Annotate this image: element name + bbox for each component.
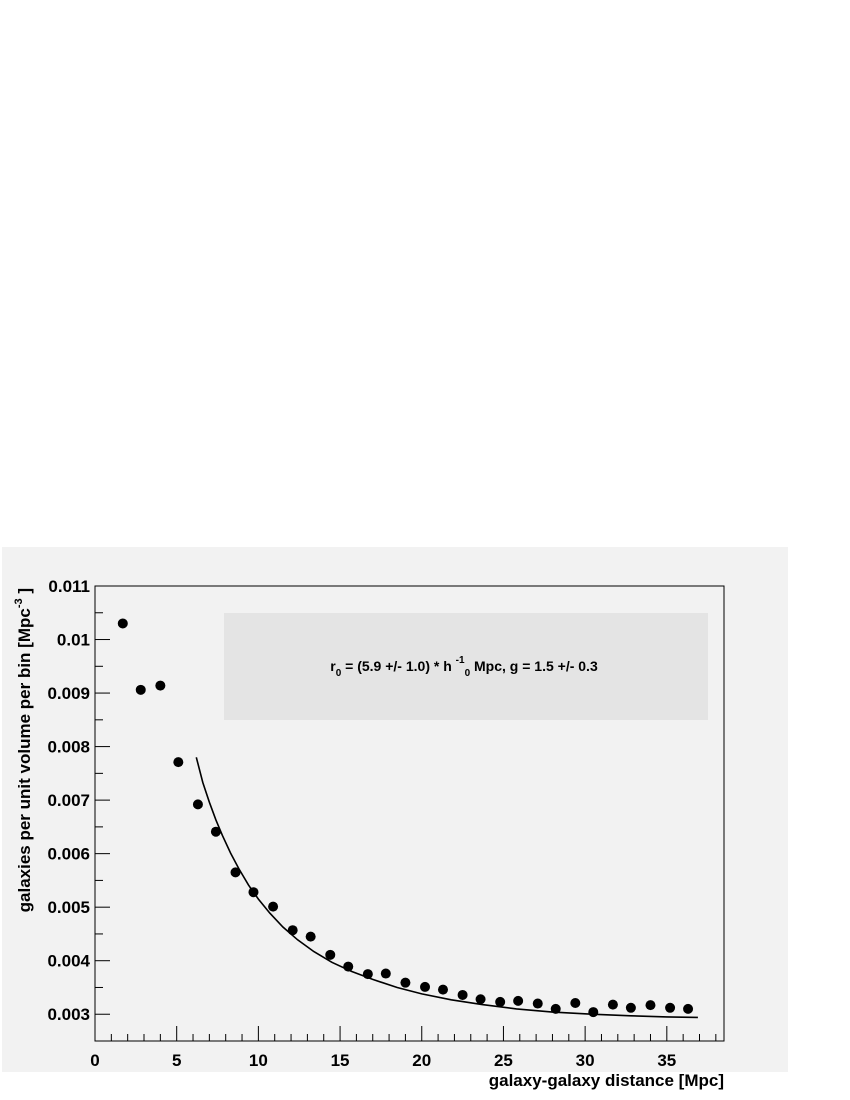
legend-part-c: Mpc, g = 1.5 +/- 0.3 xyxy=(470,658,598,674)
data-point xyxy=(362,969,373,980)
legend-sub-b: 0 xyxy=(465,668,471,679)
y-axis-ticks xyxy=(95,585,110,1042)
fit-curve xyxy=(195,757,698,1019)
data-points xyxy=(117,618,694,1018)
x-axis-ticks xyxy=(94,1026,717,1041)
data-point xyxy=(325,949,336,960)
data-point xyxy=(305,931,316,942)
data-point xyxy=(607,999,618,1010)
y-axis-title-main: galaxies per unit volume per bin [Mpc xyxy=(15,608,34,912)
data-point xyxy=(437,984,448,995)
data-point xyxy=(268,901,279,912)
data-point xyxy=(625,1002,636,1013)
y-axis-title: galaxies per unit volume per bin [Mpc-3 … xyxy=(13,588,34,912)
x-tick-label: 0 xyxy=(90,1051,99,1070)
data-point xyxy=(248,887,259,898)
data-point xyxy=(570,997,581,1008)
data-point xyxy=(550,1003,561,1014)
data-point xyxy=(588,1007,599,1018)
x-tick-label: 20 xyxy=(412,1051,431,1070)
data-point xyxy=(513,995,524,1006)
x-tick-label: 10 xyxy=(249,1051,268,1070)
data-point xyxy=(210,826,221,837)
data-point xyxy=(420,981,431,992)
y-tick-label: 0.01 xyxy=(57,631,90,650)
y-tick-label: 0.009 xyxy=(47,684,90,703)
y-tick-label: 0.004 xyxy=(47,952,90,971)
x-tick-label: 15 xyxy=(331,1051,350,1070)
data-point xyxy=(155,680,166,691)
y-tick-label: 0.008 xyxy=(47,738,90,757)
fit-legend-box: r0 = (5.9 +/- 1.0) * h -10 Mpc, g = 1.5 … xyxy=(224,613,708,720)
x-axis-tick-labels: 0 5 10 15 20 25 30 35 xyxy=(90,1051,676,1070)
y-axis-tick-labels: 0.003 0.004 0.005 0.006 0.007 0.008 0.009 0.01 0… xyxy=(47,577,90,1024)
data-point xyxy=(192,799,203,810)
data-point xyxy=(380,968,391,979)
y-tick-label: 0.003 xyxy=(47,1005,90,1024)
legend-sup-b: -1 xyxy=(456,655,465,666)
data-point xyxy=(475,994,486,1005)
legend-part-a: r xyxy=(330,658,336,674)
y-tick-label: 0.007 xyxy=(47,791,90,810)
data-point xyxy=(135,684,146,695)
data-point xyxy=(173,757,184,768)
data-point xyxy=(683,1003,694,1014)
data-point xyxy=(495,996,506,1007)
data-point xyxy=(400,977,411,988)
y-axis-title-end: ] xyxy=(15,588,34,598)
data-point xyxy=(665,1002,676,1013)
y-tick-label: 0.011 xyxy=(48,577,90,596)
y-axis-title-sup: -3 xyxy=(13,598,25,608)
y-tick-label: 0.005 xyxy=(47,898,90,917)
x-tick-label: 25 xyxy=(494,1051,513,1070)
y-tick-label: 0.006 xyxy=(47,845,90,864)
data-point xyxy=(230,867,241,878)
data-point xyxy=(532,998,543,1009)
data-point xyxy=(117,618,128,629)
x-tick-label: 5 xyxy=(172,1051,181,1070)
x-tick-label: 35 xyxy=(657,1051,676,1070)
data-point xyxy=(343,961,354,972)
data-point xyxy=(287,925,298,936)
legend-part-b: = (5.9 +/- 1.0) * h xyxy=(341,658,455,674)
legend-text: r0 = (5.9 +/- 1.0) * h -10 Mpc, g = 1.5 … xyxy=(330,655,598,679)
plot-frame xyxy=(94,585,725,1042)
legend-background xyxy=(224,613,708,720)
legend-sub-a: 0 xyxy=(336,668,342,679)
x-tick-label: 30 xyxy=(576,1051,595,1070)
data-point xyxy=(645,1000,656,1011)
data-point xyxy=(457,989,468,1000)
x-axis-title: galaxy-galaxy distance [Mpc] xyxy=(489,1071,724,1090)
